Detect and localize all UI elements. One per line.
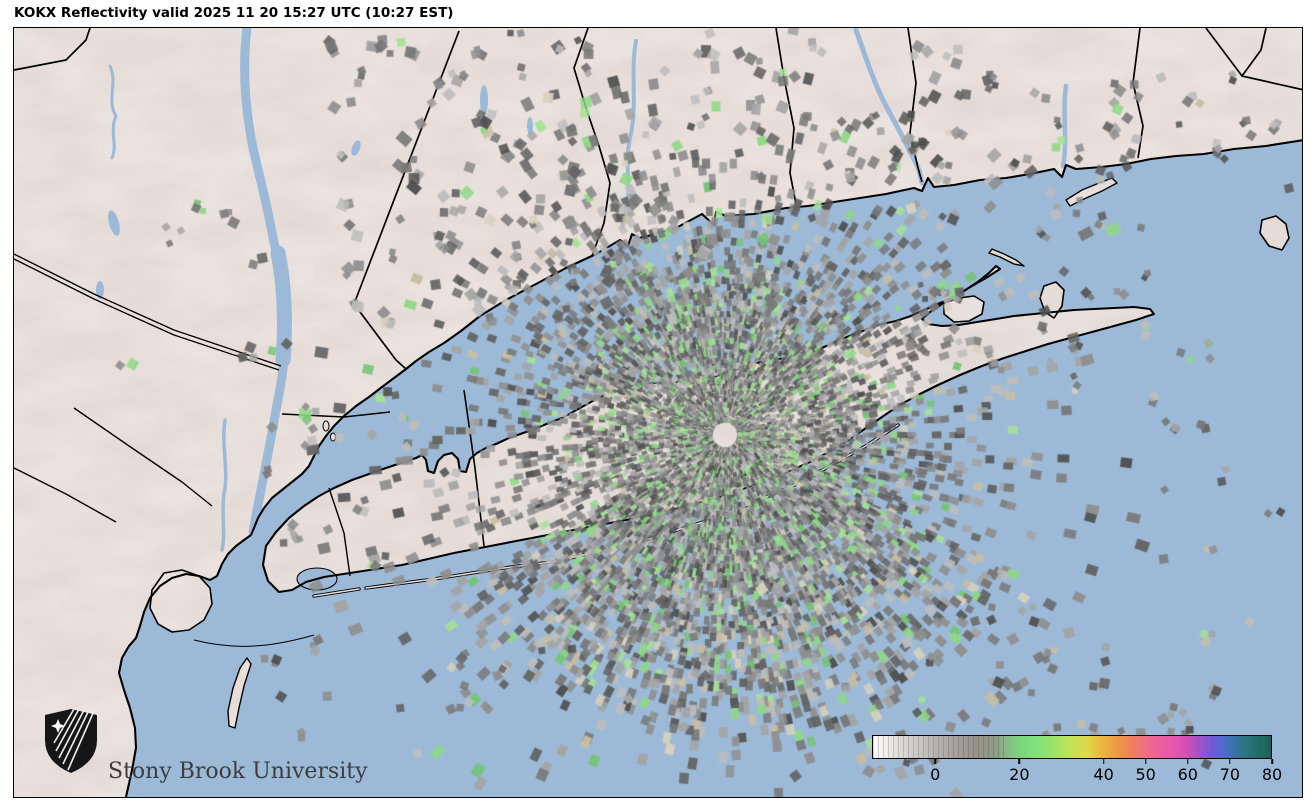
colorbar-tick xyxy=(1102,759,1105,764)
colorbar-tick-label: 80 xyxy=(1261,765,1283,784)
colorbar-tick xyxy=(1229,759,1231,764)
colorbar-tick-label: 60 xyxy=(1177,765,1198,784)
colorbar-tick xyxy=(1271,759,1273,764)
radar-clutter-canvas xyxy=(14,28,1302,797)
colorbar-tick xyxy=(1018,759,1021,764)
colorbar-tick xyxy=(934,759,936,764)
colorbar-tick xyxy=(1144,759,1147,764)
colorbar-gradient xyxy=(872,735,1272,759)
colorbar-tick-label: 40 xyxy=(1093,765,1114,784)
figure-title: KOKX Reflectivity valid 2025 11 20 15:27… xyxy=(14,5,454,21)
colorbar-tick-label: 20 xyxy=(1009,765,1030,784)
colorbar-tick xyxy=(1187,759,1189,764)
reflectivity-colorbar: 0 20 40 50 60 70 80 xyxy=(872,735,1282,785)
logo-line-1: Stony Brook University xyxy=(108,759,368,784)
stony-brook-logo: Stony Brook University School of Marine … xyxy=(44,708,368,797)
colorbar-tick-label: 0 xyxy=(930,765,941,784)
colorbar-ticks: 0 20 40 50 60 70 80 xyxy=(872,759,1282,785)
radar-map: Stony Brook University School of Marine … xyxy=(13,27,1303,798)
stony-brook-shield-icon xyxy=(45,708,97,773)
colorbar-discrete-stripes xyxy=(873,736,1005,758)
colorbar-tick-label: 50 xyxy=(1135,765,1156,784)
colorbar-tick-label: 70 xyxy=(1219,765,1241,784)
stony-brook-logo-text: Stony Brook University School of Marine … xyxy=(108,722,368,797)
